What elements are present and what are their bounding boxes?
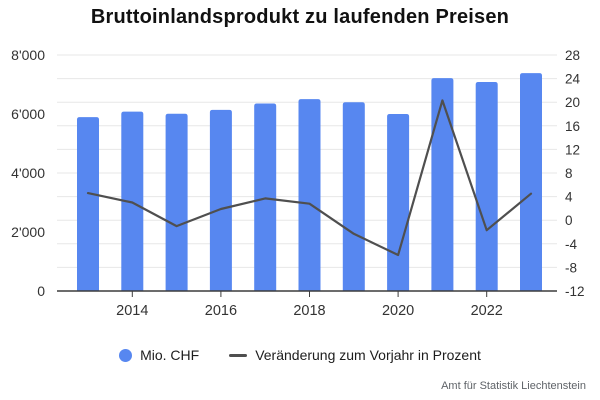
y-right-tick-label: 4 [565, 190, 573, 205]
chart-title: Bruttoinlandsprodukt zu laufenden Preise… [90, 6, 510, 28]
x-tick-label: 2020 [382, 303, 414, 319]
y-right-tick-label: 28 [565, 48, 580, 63]
line-series-swatch-icon [229, 353, 248, 357]
x-tick-label: 2014 [116, 303, 148, 319]
y-left-tick-label: 6'000 [11, 106, 45, 122]
plot-area: 2014 2016 2018 2020 202202'0004'0006'0008'00… [11, 47, 585, 319]
y-left-tick-label: 4'000 [11, 165, 45, 181]
y-right-tick-label: 20 [565, 95, 580, 110]
y-left-tick-label: 2'000 [11, 224, 45, 240]
x-tick-label: 2016 [205, 303, 237, 319]
bar-2013[interactable] [77, 117, 99, 291]
y-right-tick-label: -8 [565, 260, 577, 275]
y-left-tick-label: 8'000 [11, 47, 45, 63]
legend-label-bar-series: Mio. CHF [140, 347, 200, 363]
bar-2023[interactable] [520, 73, 542, 291]
legend-item-bar-series[interactable]: Mio. CHF [119, 347, 199, 363]
y-right-tick-label: -4 [565, 237, 577, 252]
y-right-tick-label: 8 [565, 166, 573, 181]
bar-2022[interactable] [475, 81, 498, 292]
y-right-tick-label: -12 [565, 284, 585, 299]
bar-series-swatch-icon [119, 348, 133, 362]
bar-2015[interactable] [165, 113, 188, 291]
legend: Mio. CHF Veränderung zum Vorjahr in Proz… [0, 344, 600, 366]
legend-label-line-series: Veränderung zum Vorjahr in Prozent [255, 347, 481, 363]
bar-2014[interactable] [121, 111, 144, 291]
bar-2018[interactable] [298, 99, 321, 291]
bar-2019[interactable] [342, 102, 365, 291]
source-note: Amt für Statistik Liechtenstein [441, 380, 586, 392]
bar-2016[interactable] [209, 109, 232, 292]
bar-2020[interactable] [387, 114, 410, 291]
x-tick-label: 2022 [471, 303, 503, 319]
y-right-tick-label: 0 [565, 213, 573, 228]
bar-2021[interactable] [431, 78, 454, 291]
percent-change-line[interactable] [86, 99, 533, 257]
y-right-tick-label: 12 [565, 142, 580, 157]
x-tick-label: 2018 [293, 303, 325, 319]
legend-item-line-series[interactable]: Veränderung zum Vorjahr in Prozent [229, 347, 481, 363]
bar-2017[interactable] [254, 103, 277, 291]
y-left-tick-label: 0 [37, 283, 45, 299]
y-right-tick-label: 24 [565, 72, 581, 87]
y-right-tick-label: 16 [565, 119, 580, 134]
